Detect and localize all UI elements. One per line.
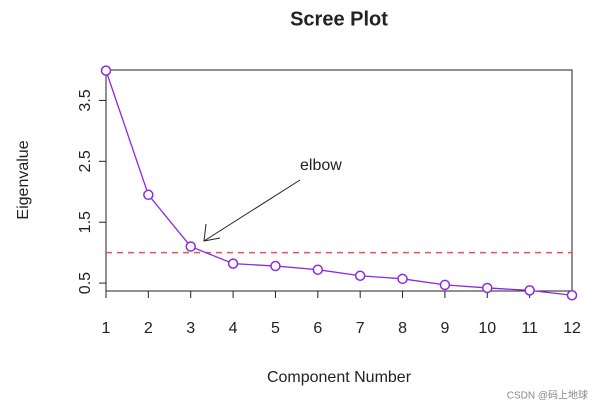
x-tick-label: 12	[563, 320, 581, 337]
watermark: CSDN @码上地球	[507, 389, 588, 402]
data-point	[566, 290, 578, 301]
y-tick-label: 1.5	[77, 211, 94, 233]
chart-title: Scree Plot	[290, 8, 388, 30]
annotation: elbow	[300, 157, 342, 174]
x-tick-label: 11	[521, 320, 538, 337]
x-tick-label: 4	[229, 320, 238, 337]
data-point	[482, 282, 493, 294]
x-tick-label: 1	[102, 320, 111, 337]
x-tick-label: 7	[356, 320, 365, 337]
data-point	[270, 260, 281, 272]
data-point	[439, 279, 451, 291]
y-tick-label: 2.5	[77, 150, 94, 172]
annotation-arrow	[203, 179, 301, 242]
y-tick-label: 0.5	[77, 272, 94, 294]
data-point	[100, 65, 112, 76]
data-point	[185, 241, 196, 252]
x-tick-label: 9	[440, 320, 449, 337]
x-tick-label: 3	[186, 320, 195, 337]
y-axis-label: Eigenvalue	[15, 140, 32, 219]
x-tick-label: 5	[271, 320, 280, 337]
x-tick-label: 8	[398, 320, 407, 337]
data-point	[354, 270, 366, 282]
x-axis-label: Component Number	[267, 369, 412, 386]
x-tick-label: 10	[478, 320, 496, 337]
series-line	[105, 70, 573, 296]
data-point	[524, 285, 535, 296]
data-point	[312, 264, 324, 275]
data-point	[397, 273, 408, 285]
x-tick-label: 2	[144, 320, 153, 337]
y-tick-label: 3.5	[77, 89, 94, 111]
x-tick-label: 6	[313, 320, 322, 337]
plot-frame	[105, 69, 573, 292]
annotation-arrowhead	[203, 223, 221, 242]
data-point	[227, 258, 239, 269]
data-point	[143, 189, 154, 201]
